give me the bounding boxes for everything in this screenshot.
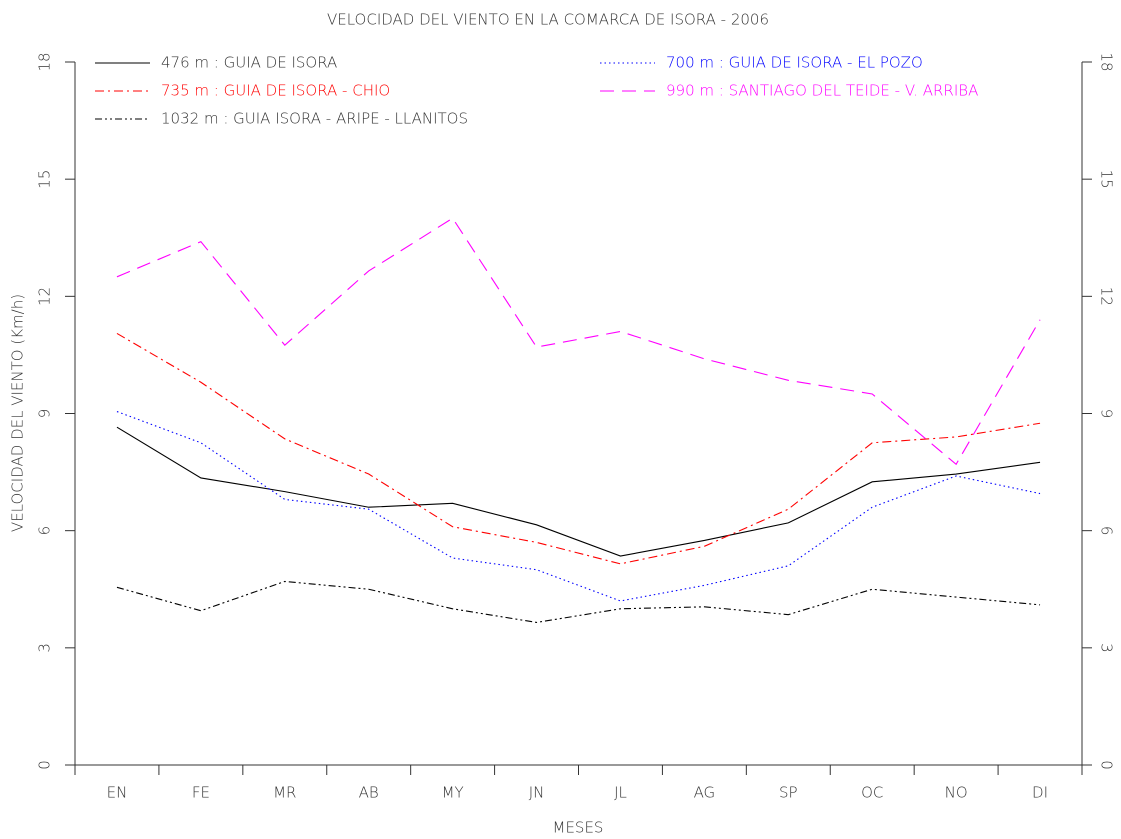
- x-tick-label: JL: [614, 784, 627, 802]
- chart-title: VELOCIDAD DEL VIENTO EN LA COMARCA DE IS…: [327, 11, 769, 29]
- x-tick-label: MY: [442, 784, 464, 802]
- x-tick-label: JN: [529, 784, 545, 802]
- y-tick-label: 18: [36, 52, 54, 71]
- series-line: [116, 411, 1041, 602]
- y2-tick-label: 15: [1098, 170, 1116, 189]
- y-tick-label: 9: [36, 409, 54, 419]
- x-tick-label: OC: [861, 784, 883, 802]
- y-tick-label: 3: [36, 643, 54, 653]
- y2-tick-label: 12: [1098, 287, 1116, 306]
- x-tick-label: NO: [945, 784, 968, 802]
- x-tick-label: SP: [779, 784, 798, 802]
- legend-label: 1032 m : GUIA ISORA - ARIPE - LLANITOS: [161, 110, 468, 128]
- legend-label: 735 m : GUIA DE ISORA - CHIO: [161, 82, 390, 100]
- y2-tick-label: 18: [1098, 52, 1116, 71]
- y-tick-label: 0: [36, 760, 54, 770]
- y-tick-label: 15: [36, 170, 54, 189]
- legend-label: 700 m : GUIA DE ISORA - EL POZO: [666, 54, 923, 72]
- x-tick-label: AG: [694, 784, 716, 802]
- y-axis-label: VELOCIDAD DEL VIENTO (Km/h): [9, 294, 27, 532]
- y-tick-label: 6: [36, 526, 54, 536]
- y2-tick-label: 0: [1098, 760, 1116, 770]
- series-line: [116, 580, 1041, 624]
- x-tick-label: MR: [273, 784, 296, 802]
- y2-tick-label: 6: [1098, 526, 1116, 536]
- series-line: [116, 426, 1041, 557]
- y-tick-label: 12: [36, 287, 54, 306]
- y2-tick-label: 9: [1098, 409, 1116, 419]
- series-line: [116, 332, 1041, 565]
- legend-label: 990 m : SANTIAGO DEL TEIDE - V. ARRIBA: [666, 82, 978, 100]
- y2-tick-label: 3: [1098, 643, 1116, 653]
- x-tick-label: DI: [1032, 784, 1048, 802]
- series-line: [116, 217, 1041, 466]
- legend-label: 476 m : GUIA DE ISORA: [161, 54, 337, 72]
- x-tick-label: AB: [359, 784, 379, 802]
- x-tick-label: FE: [192, 784, 210, 802]
- x-tick-label: EN: [107, 784, 128, 802]
- x-axis-label: MESES: [553, 819, 604, 837]
